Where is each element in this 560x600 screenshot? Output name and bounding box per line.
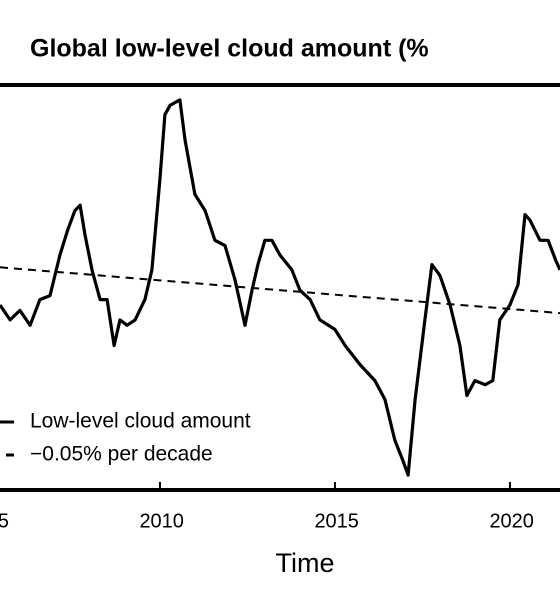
x-tick-label: 05 <box>0 510 9 532</box>
series-line <box>0 266 560 315</box>
x-tick-label: 2010 <box>139 510 184 532</box>
x-tick-label: 2015 <box>314 510 359 532</box>
chart-title: Global low-level cloud amount (% <box>30 35 429 63</box>
x-axis-label: Time <box>276 548 335 578</box>
legend-label: Low-level cloud amount <box>30 410 251 433</box>
x-tick-label: 2020 <box>489 510 534 532</box>
series-line <box>0 98 560 477</box>
legend-label: −0.05% per decade <box>30 443 213 466</box>
